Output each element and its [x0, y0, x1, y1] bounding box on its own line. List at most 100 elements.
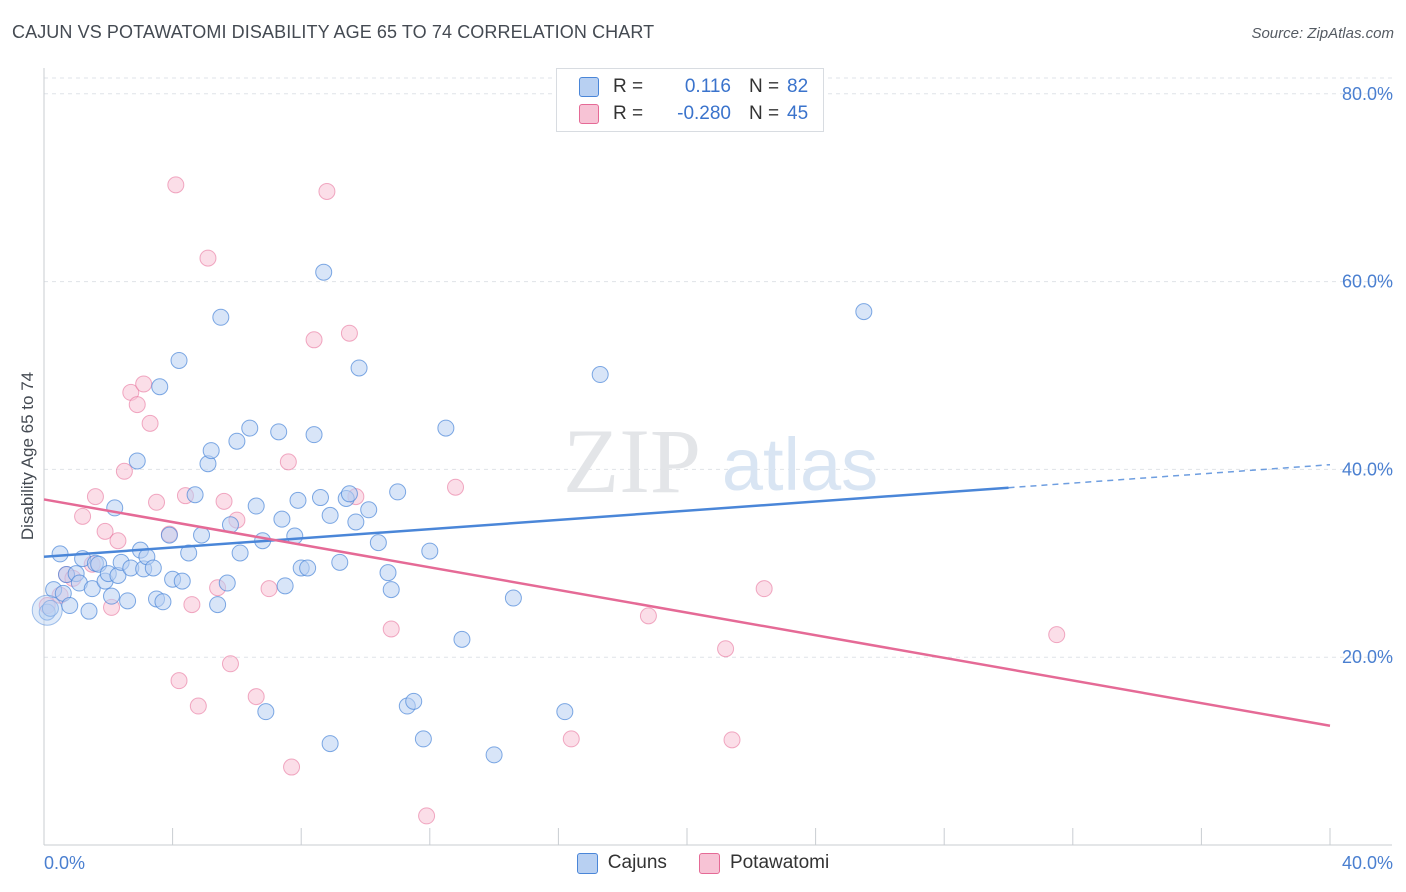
- y-tick-label: 20.0%: [1342, 647, 1393, 667]
- cajun-point: [299, 559, 317, 577]
- watermark-zip: ZIP: [563, 410, 701, 512]
- cajun-point: [231, 544, 249, 562]
- cajun-point: [173, 572, 191, 590]
- grid-layer: [44, 77, 1392, 658]
- cajun-point: [257, 703, 275, 721]
- cajun-point: [350, 359, 368, 377]
- cajun-point: [855, 303, 873, 321]
- cajun-point: [31, 594, 63, 626]
- cajun-point: [193, 526, 211, 544]
- potawatomi-point: [109, 532, 127, 550]
- legend-row-potawatomi: R = -0.280 N = 45: [579, 102, 808, 126]
- cajun-point: [186, 486, 204, 504]
- cajun-point: [202, 442, 220, 460]
- legend-item-potawatomi: Potawatomi: [698, 852, 829, 874]
- cajun-point: [421, 542, 439, 560]
- cajun-point: [61, 597, 79, 615]
- legend-row-cajuns: R = 0.116 N = 82: [579, 75, 808, 99]
- cajun-trend-extension: [1008, 463, 1331, 489]
- cajun-point: [453, 630, 471, 648]
- watermark-atlas: atlas: [722, 423, 878, 506]
- cajun-point: [273, 510, 291, 528]
- cajun-point: [276, 577, 294, 595]
- cajun-trend-line: [43, 486, 1009, 558]
- cajun-point: [180, 544, 198, 562]
- potawatomi-trend-line: [43, 498, 1331, 727]
- cajun-swatch: [579, 77, 599, 97]
- cajun-point: [347, 513, 365, 531]
- cajun-point: [360, 501, 378, 519]
- potawatomi-point: [305, 331, 323, 349]
- potawatomi-point: [447, 478, 465, 496]
- potawatomi-point: [247, 688, 265, 706]
- x-tick-label: 0.0%: [44, 853, 85, 873]
- cajun-point: [247, 497, 265, 515]
- r-label: R =: [613, 103, 644, 124]
- potawatomi-point: [86, 488, 104, 506]
- series-legend: Cajuns Potawatomi: [0, 852, 1406, 874]
- cajun-point: [289, 491, 307, 509]
- cajun-point: [128, 452, 146, 470]
- potawatomi-point: [221, 655, 239, 673]
- cajun-swatch: [576, 852, 598, 874]
- cajun-point: [41, 599, 59, 617]
- potawatomi-point: [115, 462, 133, 480]
- tick-labels: 20.0% 40.0% 60.0% 80.0% 0.0% 40.0%: [44, 84, 1393, 873]
- cajun-point: [389, 483, 407, 501]
- cajun-point: [103, 587, 121, 605]
- y-tick-label: 60.0%: [1342, 272, 1393, 292]
- y-tick-label: 80.0%: [1342, 84, 1393, 104]
- cajun-point: [405, 692, 423, 710]
- cajun-point: [311, 489, 329, 507]
- cajun-point: [83, 580, 101, 598]
- potawatomi-point: [260, 580, 278, 598]
- potawatomi-point: [639, 607, 657, 625]
- potawatomi-point: [199, 249, 217, 267]
- potawatomi-point: [135, 375, 153, 393]
- potawatomi-point: [170, 672, 188, 690]
- cajun-points: [31, 263, 873, 764]
- potawatomi-point: [283, 758, 301, 776]
- cajun-point: [437, 419, 455, 437]
- cajun-point: [241, 419, 259, 437]
- potawatomi-point: [1048, 626, 1066, 644]
- potawatomi-point: [723, 731, 741, 749]
- potawatomi-point: [318, 182, 336, 200]
- y-tick-label: 40.0%: [1342, 459, 1393, 479]
- cajun-point: [144, 559, 162, 577]
- n-value: 82: [787, 76, 809, 97]
- x-tick-label: 40.0%: [1342, 853, 1393, 873]
- cajun-point: [305, 426, 323, 444]
- potawatomi-point: [418, 807, 436, 825]
- potawatomi-point: [562, 730, 580, 748]
- n-label: N =: [749, 103, 780, 124]
- n-label: N =: [749, 76, 780, 97]
- cajun-point: [315, 263, 333, 281]
- cajun-point: [170, 351, 188, 369]
- source-label: Source: ZipAtlas.com: [1251, 25, 1394, 42]
- potawatomi-swatch: [698, 852, 720, 874]
- legend-label: Cajuns: [607, 852, 667, 873]
- potawatomi-swatch: [579, 104, 599, 124]
- trend-lines: [43, 463, 1331, 727]
- cajun-point: [160, 526, 178, 544]
- cajun-point: [504, 589, 522, 607]
- cajun-point: [556, 703, 574, 721]
- potawatomi-point: [717, 640, 735, 658]
- cajun-point: [151, 378, 169, 396]
- axis-layer: [43, 68, 1392, 846]
- cajun-point: [80, 602, 98, 620]
- cajun-point: [382, 581, 400, 599]
- cajun-point: [485, 746, 503, 764]
- r-value: 0.116: [684, 76, 731, 97]
- chart-title: CAJUN VS POTAWATOMI DISABILITY AGE 65 TO…: [12, 22, 655, 42]
- potawatomi-point: [74, 507, 92, 525]
- potawatomi-point: [167, 176, 185, 194]
- cajun-point: [270, 423, 288, 441]
- y-axis-label: Disability Age 65 to 74: [18, 372, 37, 540]
- cajun-point: [209, 596, 227, 614]
- cajun-point: [119, 592, 137, 610]
- cajun-point: [154, 593, 172, 611]
- correlation-legend: R = 0.116 N = 82 R = -0.280 N = 45: [556, 68, 824, 132]
